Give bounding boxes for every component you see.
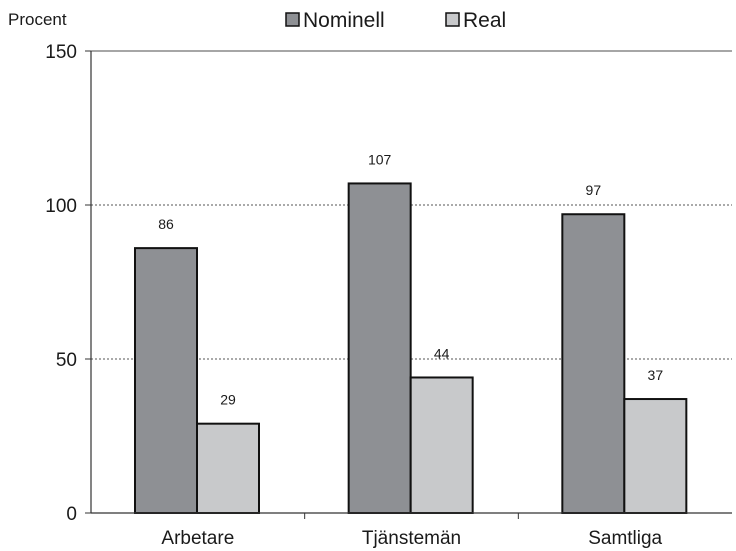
bar-nominell-samtliga [561,213,626,515]
category-label-samtliga: Samtliga [588,528,662,549]
bar-real-tjänstemän [409,376,474,515]
legend: Nominell Real [285,9,506,32]
y-tick-label-0: 0 [66,504,77,525]
bars [134,182,688,515]
bar-nominell-tjänstemän [347,182,412,514]
y-tick-label-150: 150 [45,42,77,63]
bar-nominell-arbetare [134,247,198,514]
data-label-nominell-samtliga: 97 [586,182,602,198]
category-label-arbetare: Arbetare [161,528,234,549]
legend-swatch-nominell [285,12,300,27]
y-tick-label-100: 100 [45,196,77,217]
category-label-tjänstemän: Tjänstemän [362,528,461,549]
labels: 0 50 100 150 86 29 Arbetare 107 44 Tjänstemän 97 37… [45,42,663,549]
y-tick-label-50: 50 [56,350,77,371]
bar-real-samtliga [623,398,688,515]
legend-label-nominell: Nominell [303,9,385,32]
y-axis-title: Procent [8,10,67,29]
data-label-real-samtliga: 37 [648,367,664,383]
bar-real-arbetare [196,422,260,514]
legend-label-real: Real [463,9,506,32]
data-label-nominell-arbetare: 86 [158,216,174,232]
data-label-real-tjänstemän: 44 [434,345,450,361]
data-label-real-arbetare: 29 [220,392,236,408]
legend-swatch-real [445,12,460,27]
data-label-nominell-tjänstemän: 107 [368,151,392,167]
axes [85,50,732,519]
